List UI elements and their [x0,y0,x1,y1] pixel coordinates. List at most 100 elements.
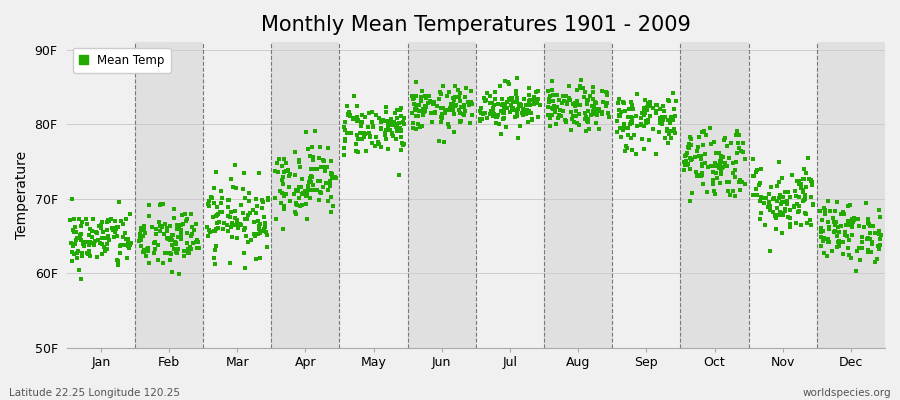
Point [301,187,315,193]
Point [269,159,284,166]
Point [300,191,314,198]
Point [135,249,149,255]
Point [821,236,835,242]
Bar [271,42,339,348]
Point [141,213,156,219]
Point [533,102,547,108]
Point [772,158,787,165]
Point [746,192,760,198]
Point [746,156,760,163]
Point [396,115,410,121]
Point [457,94,472,100]
Point [325,171,339,178]
Point [580,98,594,104]
Point [708,162,723,168]
Point [187,226,202,233]
Point [112,198,127,205]
Point [482,111,497,118]
Point [550,92,564,98]
Point [282,167,296,174]
Point [685,190,699,196]
Point [541,112,555,118]
Point [393,147,408,153]
Point [255,205,269,211]
Point [774,211,788,218]
Point [132,238,147,244]
Point [618,125,633,131]
Point [122,243,136,249]
Point [119,236,133,242]
Point [706,181,721,188]
Point [845,216,859,222]
Point [513,101,527,108]
Point [362,130,376,136]
Point [95,241,110,247]
Point [852,223,867,229]
Point [778,208,792,214]
Point [849,268,863,274]
Point [843,202,858,208]
Point [277,203,292,210]
Point [495,101,509,108]
Point [502,97,517,103]
Point [792,180,806,187]
Bar [544,42,612,348]
Point [624,114,638,120]
Point [707,162,722,168]
Point [337,152,351,158]
Point [706,188,721,194]
Point [547,103,562,110]
Point [745,172,760,179]
Point [163,250,177,256]
Point [861,216,876,222]
Point [612,96,626,102]
Point [324,209,338,215]
Point [337,124,351,130]
Point [590,112,605,118]
Point [377,130,392,136]
Point [253,230,267,236]
Point [107,234,122,241]
Point [190,237,204,243]
Point [292,184,306,190]
Point [439,93,454,99]
Point [341,111,356,118]
Point [111,223,125,230]
Point [710,175,724,181]
Point [769,215,783,221]
Point [293,203,308,209]
Point [680,160,695,167]
Point [457,104,472,110]
Point [491,101,506,108]
Point [500,78,515,85]
Point [506,107,520,113]
Point [176,248,191,254]
Point [495,96,509,102]
Point [83,253,97,260]
Point [184,210,198,217]
Point [212,209,227,215]
Point [680,150,694,156]
Point [495,102,509,108]
Point [509,94,524,101]
Point [170,234,184,240]
Point [441,120,455,127]
Point [861,221,876,228]
Point [268,216,283,222]
Point [288,172,302,178]
Point [733,186,747,193]
Point [818,206,832,213]
Point [506,99,520,105]
Point [790,200,805,207]
Point [489,120,503,126]
Point [697,128,711,134]
Point [407,95,421,101]
Point [237,170,251,176]
Point [94,240,108,246]
Point [66,243,80,249]
Point [67,216,81,222]
Point [865,241,879,247]
Point [590,108,604,115]
Point [752,181,766,188]
Point [496,109,510,115]
